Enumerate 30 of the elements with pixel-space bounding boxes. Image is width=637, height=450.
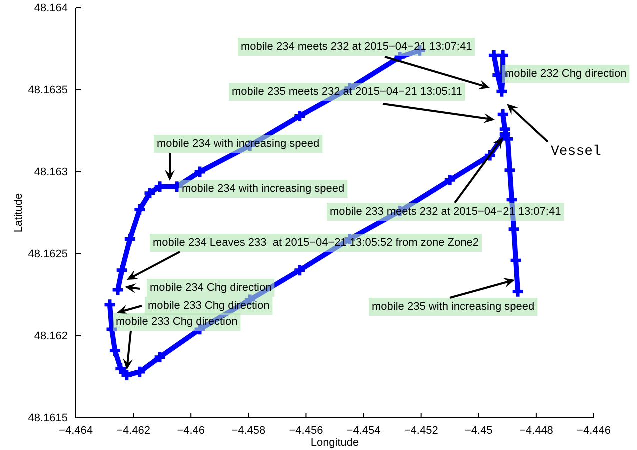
x-tick-label: −4.452 [404, 424, 438, 437]
annotation: Vessel [551, 144, 602, 160]
annotation: mobile 233 meets 232 at 2015−04−21 13:07:41 [330, 206, 562, 218]
annotation: mobile 234 meets 232 at 2015−04−21 13:07:41 [241, 41, 472, 53]
y-tick-label: 48.1625 [28, 248, 68, 261]
x-tick-label: −4.462 [116, 424, 151, 437]
x-tick-label: −4.456 [289, 424, 324, 437]
annotation: mobile 234 with increasing speed [182, 183, 345, 195]
x-tick-label: −4.464 [59, 424, 93, 437]
annotation: mobile 234 Chg direction [150, 282, 272, 294]
annotation: mobile 235 meets 232 at 2015−04−21 13:05:11 [232, 86, 462, 98]
x-tick-label: −4.45 [464, 424, 493, 437]
y-tick-label: 48.163 [34, 166, 68, 179]
annotation: mobile 235 with increasing speed [372, 301, 535, 313]
y-tick-label: 48.164 [34, 2, 68, 15]
annotation: mobile 232 Chg direction [505, 68, 627, 80]
x-tick-label: −4.454 [346, 424, 381, 437]
x-tick-label: −4.458 [232, 424, 266, 437]
x-axis-title: Longitude [310, 437, 360, 449]
y-axis-title: Latitude [13, 193, 25, 233]
x-tick-label: −4.448 [519, 424, 554, 437]
annotation: mobile 234 Leaves 233 at 2015−04−21 13:05:52 from zone Zone2 [153, 237, 479, 249]
x-tick-label: −4.46 [177, 424, 206, 437]
y-tick-label: 48.162 [34, 330, 68, 343]
annotation: mobile 233 Chg direction [148, 300, 270, 312]
y-tick-label: 48.1635 [28, 84, 68, 97]
annotation: mobile 233 Chg direction [116, 316, 238, 328]
y-tick-label: 48.1615 [28, 412, 68, 425]
x-tick-label: −4.446 [577, 424, 611, 437]
annotation: mobile 234 with increasing speed [157, 138, 320, 150]
